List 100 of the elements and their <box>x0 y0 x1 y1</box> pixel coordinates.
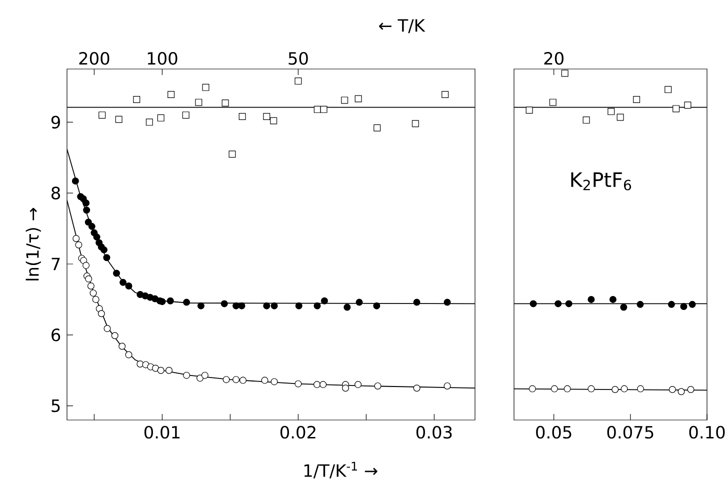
point <box>680 303 688 310</box>
point <box>678 388 685 396</box>
point <box>166 366 172 374</box>
point <box>413 384 420 392</box>
x-tick-label: 0.02 <box>280 426 316 439</box>
y-tick-label: 5 <box>52 400 60 412</box>
point <box>195 98 202 106</box>
point <box>82 200 90 207</box>
point <box>342 384 350 392</box>
point <box>83 206 90 214</box>
x-tick-label: 0.01 <box>144 426 180 439</box>
x-tick-label: 0.10 <box>689 426 725 439</box>
point <box>136 360 144 368</box>
point <box>320 106 328 113</box>
point <box>98 310 105 318</box>
point <box>687 386 694 394</box>
point <box>220 300 228 308</box>
x-tick-label: 0.075 <box>607 426 654 439</box>
y-tick-label: 6 <box>52 328 60 342</box>
point <box>232 302 240 310</box>
point <box>270 117 278 124</box>
point <box>636 300 644 308</box>
point <box>201 372 208 379</box>
point <box>550 385 558 392</box>
point <box>354 95 362 102</box>
point <box>549 98 556 106</box>
point <box>166 297 174 304</box>
point <box>104 325 111 332</box>
point <box>526 106 533 114</box>
point <box>373 302 380 310</box>
point <box>664 86 672 94</box>
y-axis-title: ln(1/τ) → <box>26 208 41 280</box>
point <box>588 296 595 303</box>
point <box>72 178 79 185</box>
point <box>222 100 229 107</box>
point <box>238 302 246 310</box>
point <box>115 116 122 123</box>
point <box>125 282 132 290</box>
point <box>313 381 320 388</box>
x-tick-label: 0.03 <box>416 426 452 439</box>
point <box>314 302 321 310</box>
point <box>270 378 278 386</box>
point <box>263 302 270 310</box>
point <box>565 300 572 308</box>
point <box>374 382 382 390</box>
point <box>75 241 82 248</box>
point <box>222 376 230 384</box>
point <box>100 246 108 254</box>
point <box>92 296 100 303</box>
x-axis-title: 1/T/K$^{-1}$ → <box>304 462 378 478</box>
point <box>564 385 571 392</box>
point <box>88 222 96 230</box>
point <box>196 374 204 382</box>
point <box>87 282 94 290</box>
annotation: K$_{2}$PtF$_{6}$ <box>571 172 632 190</box>
point <box>444 382 451 390</box>
point <box>152 364 160 372</box>
point <box>295 302 302 310</box>
point <box>620 304 628 311</box>
point <box>684 102 692 109</box>
point <box>294 380 302 388</box>
point <box>609 296 616 303</box>
point <box>90 290 97 297</box>
point <box>168 91 175 98</box>
point <box>228 150 236 158</box>
point <box>344 304 351 311</box>
point <box>238 113 246 120</box>
y-tick-label: 9 <box>51 116 60 129</box>
point <box>608 108 615 116</box>
point <box>561 70 568 77</box>
point <box>588 385 595 392</box>
point <box>668 386 676 394</box>
point <box>157 114 164 122</box>
point <box>294 78 302 85</box>
point <box>202 84 210 91</box>
annotation: 50 <box>288 52 308 65</box>
point <box>232 376 240 384</box>
point <box>146 118 153 126</box>
point <box>111 332 118 340</box>
annotation: 20 <box>544 52 564 65</box>
point <box>85 275 92 282</box>
point <box>668 300 675 308</box>
point <box>183 372 190 379</box>
point <box>93 234 100 241</box>
point <box>98 112 106 119</box>
point <box>582 116 590 124</box>
point <box>103 254 110 262</box>
point <box>270 302 278 310</box>
point <box>261 376 268 384</box>
point <box>263 113 270 120</box>
point <box>183 298 190 306</box>
point <box>612 386 619 394</box>
point <box>620 385 628 392</box>
y-tick-label: 7 <box>52 258 60 270</box>
point <box>356 298 363 306</box>
annotation: 200 <box>79 52 110 65</box>
point <box>239 376 246 384</box>
point <box>113 270 120 277</box>
annotation: 100 <box>148 52 178 65</box>
point <box>133 96 140 103</box>
